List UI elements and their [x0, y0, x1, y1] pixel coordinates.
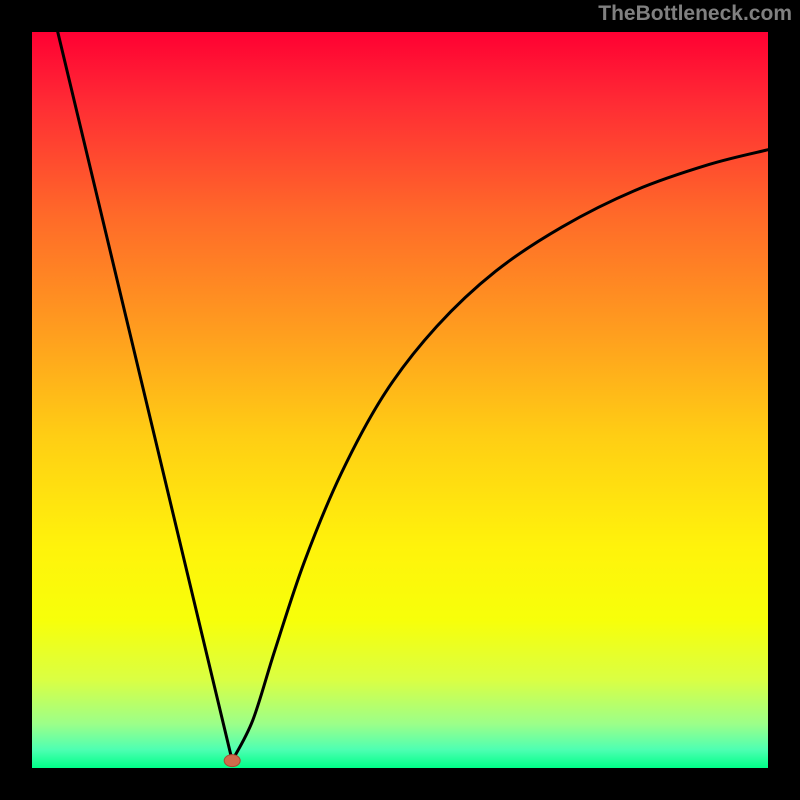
optimum-marker [224, 755, 240, 767]
plot-area [32, 32, 768, 768]
gradient-background [32, 32, 768, 768]
chart-container: TheBottleneck.com [0, 0, 800, 800]
gradient-chart-svg [32, 32, 768, 768]
watermark-text: TheBottleneck.com [598, 2, 792, 26]
